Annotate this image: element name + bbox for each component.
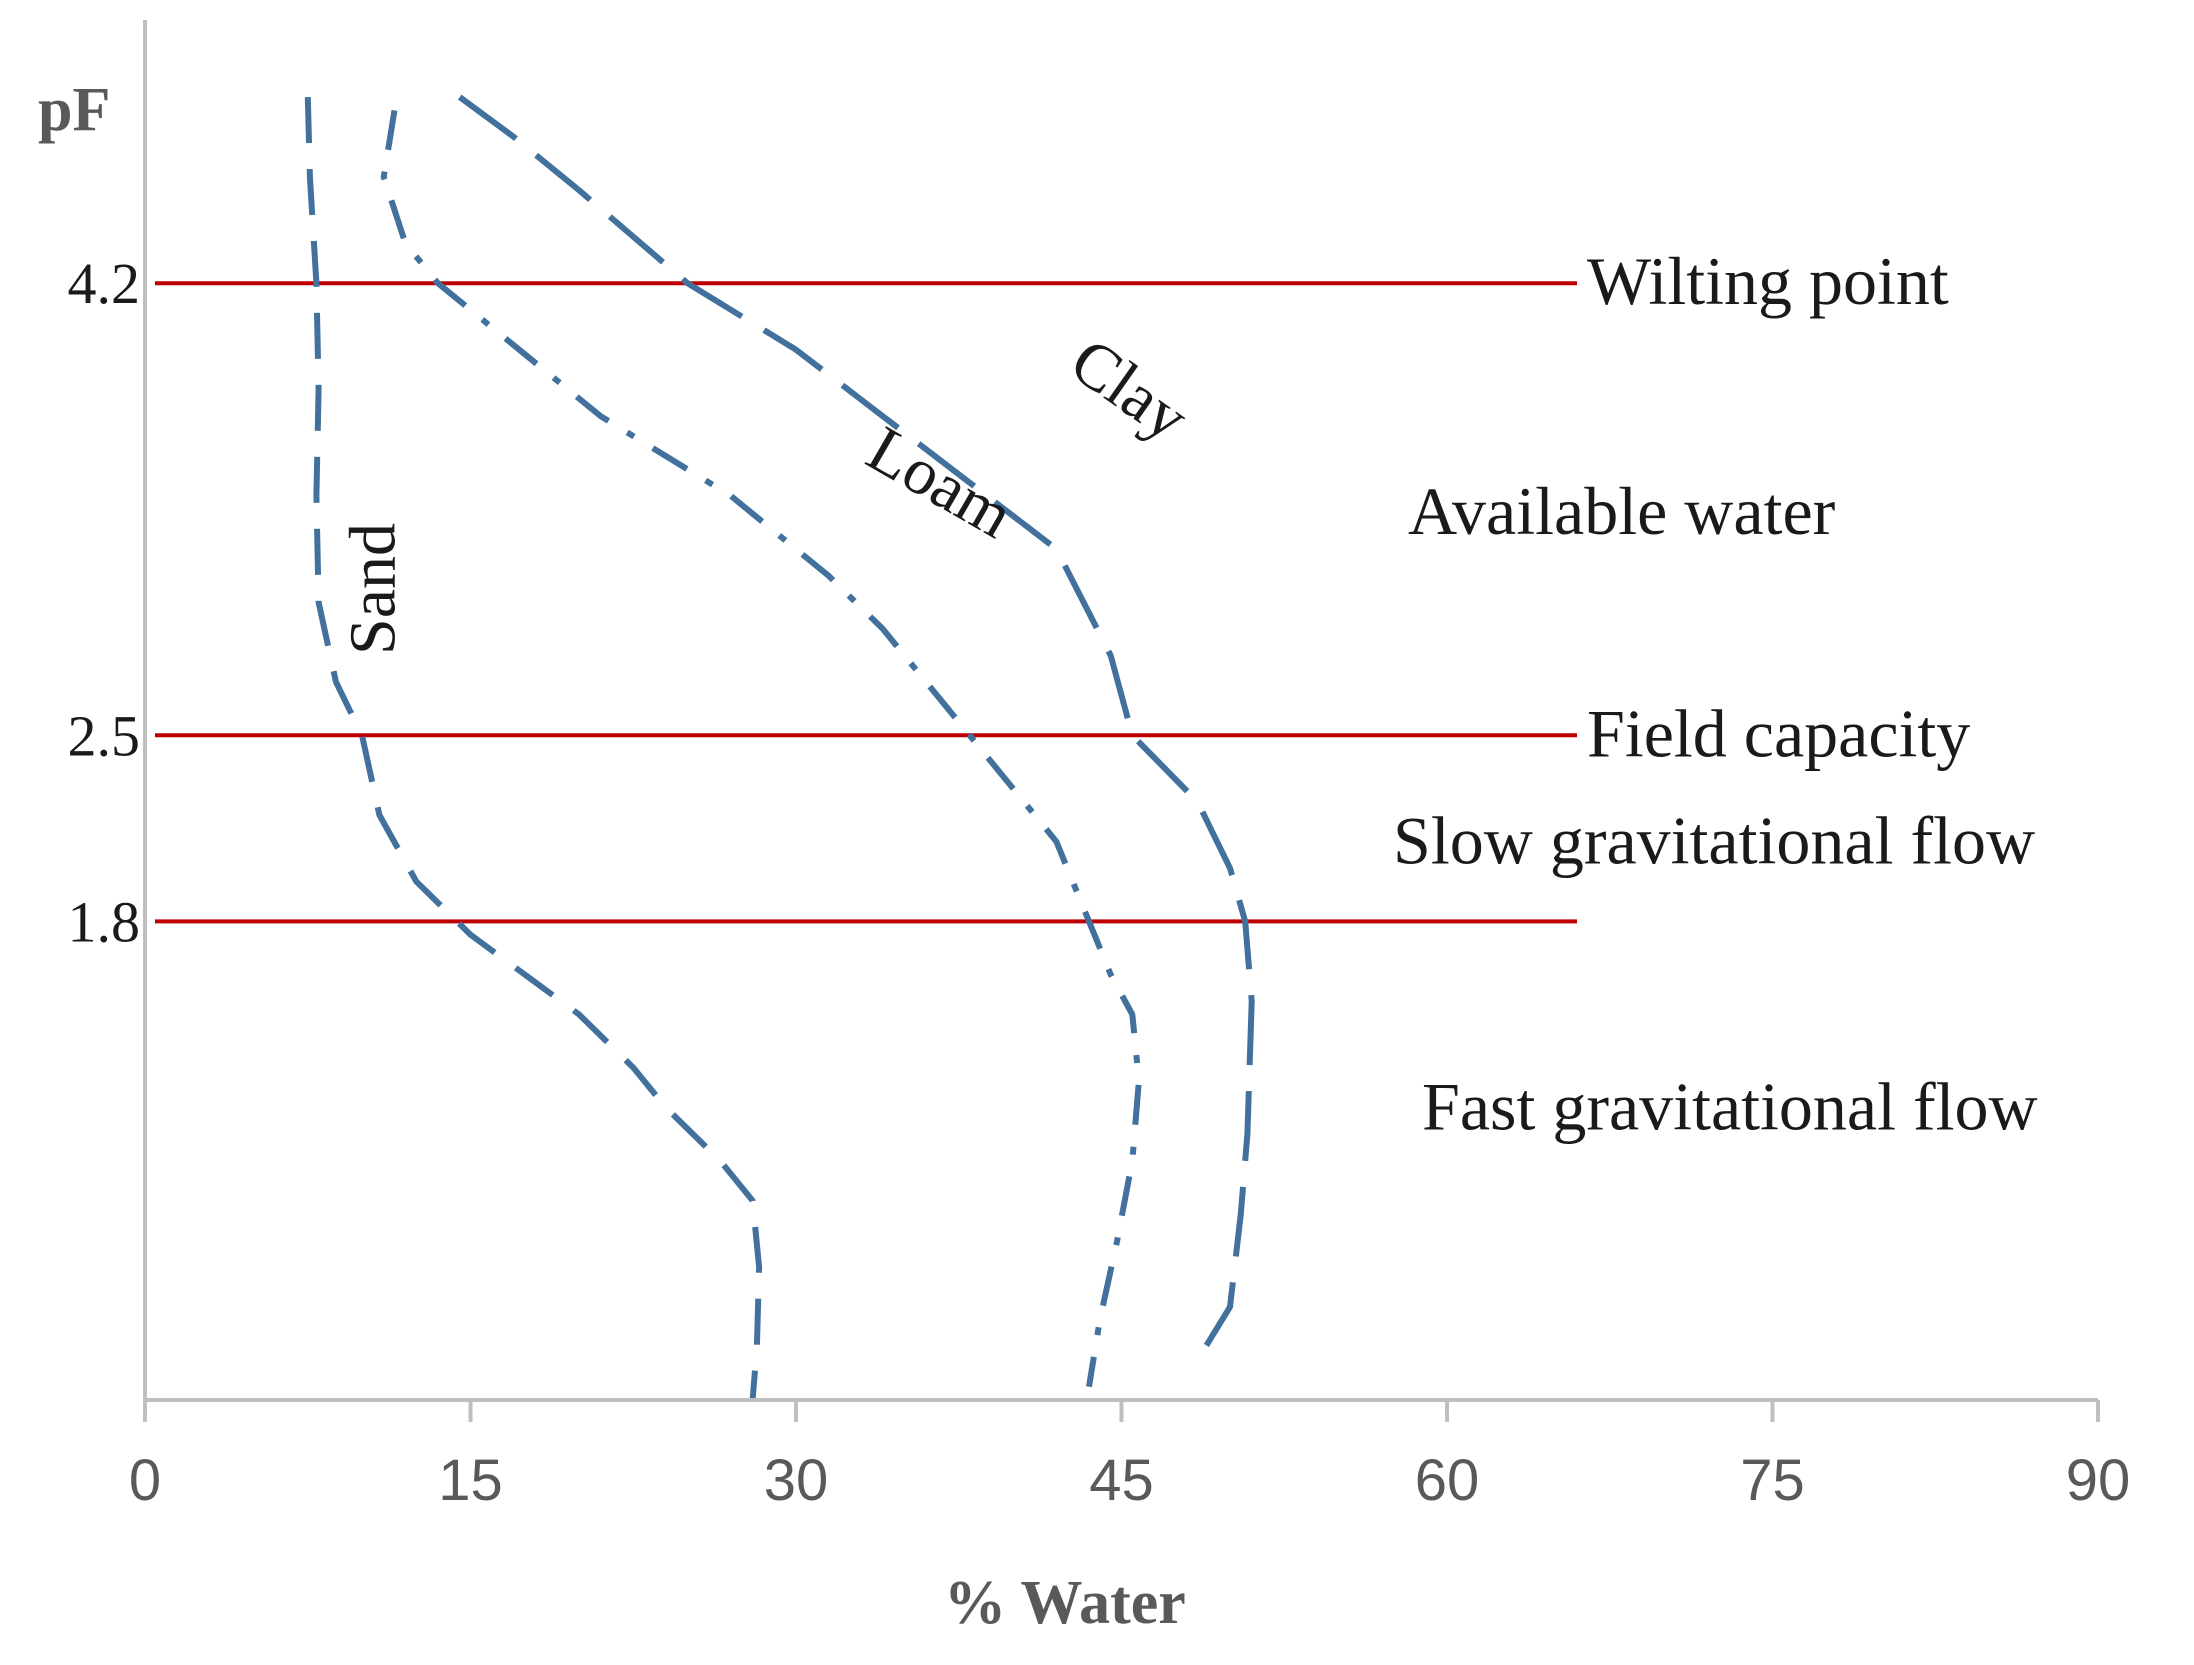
y-tick-label: 4.2	[68, 251, 141, 316]
axes	[143, 20, 2100, 1422]
threshold-label: Wilting point	[1587, 243, 1949, 319]
soil-curve-sand	[304, 97, 763, 1401]
x-tick-label: 75	[1740, 1448, 1805, 1513]
series-label: Clay	[1057, 324, 1201, 455]
y-tick-label: 1.8	[68, 889, 141, 954]
soil-curve-loam	[380, 109, 1142, 1388]
x-tick-label: 90	[2066, 1448, 2131, 1513]
chart-labels: Wilting point Field capacity 4.2 2.5 1.8 Avai…	[38, 76, 2130, 1637]
x-tick-label: 60	[1415, 1448, 1480, 1513]
series-label: Sand	[337, 523, 410, 655]
series-label: Loam	[855, 412, 1025, 552]
soil-curve-clay	[457, 94, 1255, 1362]
x-tick-label: 30	[764, 1448, 829, 1513]
zone-label: Fast gravitational flow	[1422, 1069, 2038, 1145]
y-tick-label: 2.5	[68, 703, 141, 768]
soil-curves	[304, 94, 1255, 1401]
threshold-lines	[155, 281, 1577, 924]
zone-label: Available water	[1408, 473, 1836, 549]
x-tick-label: 0	[129, 1448, 161, 1513]
x-tick-label: 45	[1089, 1448, 1154, 1513]
zone-label: Slow gravitational flow	[1393, 803, 2035, 879]
x-tick-label: 15	[438, 1448, 503, 1513]
x-axis-title: % Water	[944, 1569, 1186, 1637]
threshold-label: Field capacity	[1587, 695, 1970, 771]
y-axis-title: pF	[38, 76, 110, 144]
